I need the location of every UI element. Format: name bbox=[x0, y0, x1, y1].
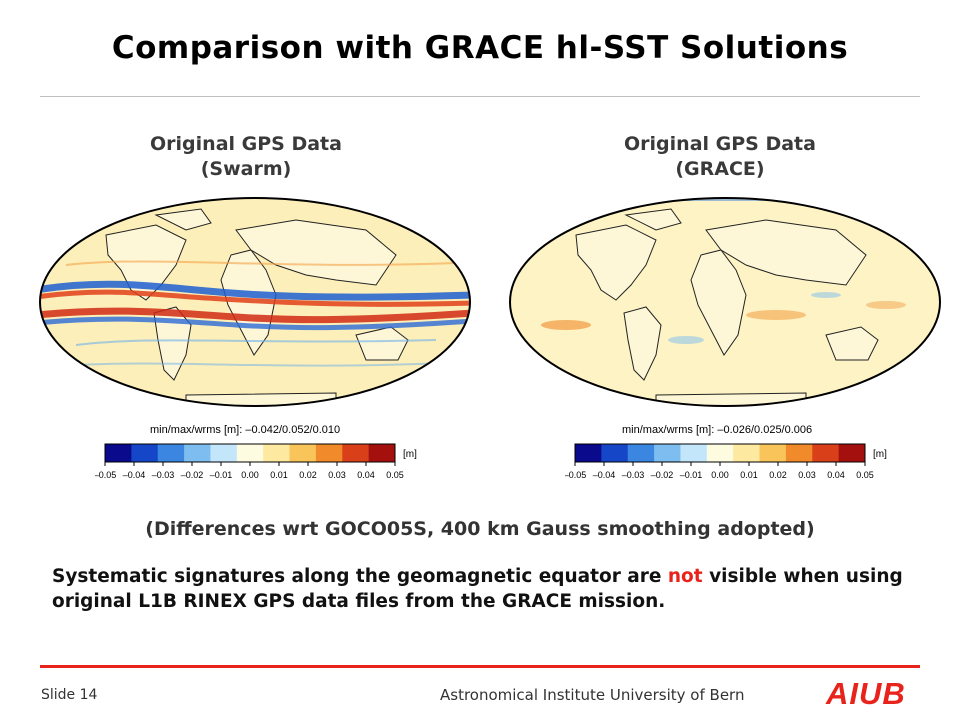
left-panel-label-line1: Original GPS Data bbox=[150, 133, 342, 155]
antarctica-outline bbox=[655, 392, 807, 406]
colorbar-tick-label: 0.00 bbox=[241, 470, 259, 480]
greenland-outline bbox=[154, 208, 212, 231]
grace-difference-map bbox=[509, 197, 941, 407]
colorbar-tick-label: –0.04 bbox=[593, 470, 616, 480]
colorbar-tick-label: –0.02 bbox=[181, 470, 204, 480]
body-text: Systematic signatures along the geomagne… bbox=[52, 564, 932, 614]
colorbar-segment bbox=[733, 444, 761, 462]
colorbar-segment bbox=[759, 444, 787, 462]
colorbar-segment bbox=[184, 444, 211, 462]
africa-outline bbox=[690, 249, 747, 356]
colorbar-tick-label: –0.01 bbox=[680, 470, 703, 480]
institute-name: Astronomical Institute University of Ber… bbox=[440, 686, 745, 704]
left-panel-label-line2: (Swarm) bbox=[200, 158, 292, 180]
colorbar-segment bbox=[368, 444, 396, 462]
colorbar-tick-label: –0.03 bbox=[622, 470, 645, 480]
colorbar-segment bbox=[785, 444, 813, 462]
colorbar-segment bbox=[838, 444, 866, 462]
colorbar-unit: [m] bbox=[403, 449, 417, 460]
colorbar-segment bbox=[315, 444, 343, 462]
body-text-part1: Systematic signatures along the geomagne… bbox=[52, 566, 668, 587]
right-colorbar: –0.05 –0.04 –0.03 –0.02 –0.01 0.00 0.01 0.02 0.0… bbox=[565, 443, 887, 480]
colorbar-tick-label: 0.04 bbox=[357, 470, 375, 480]
colorbar-segment bbox=[157, 444, 185, 462]
right-panel-label-line1: Original GPS Data bbox=[624, 133, 816, 155]
left-colorbar: –0.05 –0.04 –0.03 –0.02 –0.01 0.00 0.01 0.02 0.0… bbox=[95, 443, 417, 480]
left-panel-label: Original GPS Data (Swarm) bbox=[116, 132, 376, 182]
colorbar-tick-label: 0.02 bbox=[299, 470, 317, 480]
right-panel-label-line2: (GRACE) bbox=[675, 158, 765, 180]
colorbar-segment bbox=[706, 444, 734, 462]
slide-title: Comparison with GRACE hl-SST Solutions bbox=[111, 30, 849, 66]
colorbar-segment bbox=[601, 444, 629, 462]
right-panel-label: Original GPS Data (GRACE) bbox=[590, 132, 850, 182]
colorbar-segment bbox=[627, 444, 655, 462]
colorbar-segment bbox=[210, 444, 238, 462]
caption: (Differences wrt GOCO05S, 400 km Gauss s… bbox=[145, 518, 815, 540]
colorbar-tick-label: 0.04 bbox=[827, 470, 845, 480]
colorbar-segment bbox=[236, 444, 264, 462]
colorbar-tick-label: –0.01 bbox=[210, 470, 233, 480]
footer-divider bbox=[40, 665, 920, 668]
greenland-outline bbox=[624, 208, 682, 231]
colorbar-tick-label: 0.05 bbox=[856, 470, 874, 480]
colorbar-segment bbox=[680, 444, 708, 462]
colorbar-tick-label: 0.01 bbox=[270, 470, 288, 480]
right-stats: min/max/wrms [m]: –0.026/0.025/0.006 bbox=[622, 424, 813, 436]
south-america-outline bbox=[623, 306, 662, 381]
colorbar-segment bbox=[131, 444, 159, 462]
colorbar-unit: [m] bbox=[873, 449, 887, 460]
aiub-logo: AIUB bbox=[826, 676, 906, 711]
colorbar-segment bbox=[263, 444, 291, 462]
body-text-highlight: not bbox=[667, 566, 703, 587]
colorbar-segment bbox=[812, 444, 840, 462]
north-america-outline bbox=[575, 224, 657, 301]
eurasia-outline bbox=[705, 219, 867, 286]
colorbar-tick-label: –0.03 bbox=[152, 470, 175, 480]
colorbar-tick-label: –0.02 bbox=[651, 470, 674, 480]
colorbar-tick-label: 0.05 bbox=[386, 470, 404, 480]
colorbar-tick-label: –0.05 bbox=[565, 470, 586, 480]
colorbar-tick-label: –0.04 bbox=[123, 470, 146, 480]
left-stats: min/max/wrms [m]: –0.042/0.052/0.010 bbox=[150, 424, 341, 436]
colorbar-tick-label: 0.02 bbox=[769, 470, 787, 480]
colorbar-segment bbox=[342, 444, 370, 462]
australia-outline bbox=[825, 326, 879, 361]
eurasia-outline bbox=[235, 219, 397, 286]
colorbar-segment bbox=[105, 444, 132, 462]
colorbar-tick-label: 0.03 bbox=[328, 470, 346, 480]
antarctica-outline bbox=[185, 392, 337, 406]
colorbar-segment bbox=[654, 444, 681, 462]
swarm-difference-map bbox=[39, 197, 471, 407]
colorbar-tick-label: 0.03 bbox=[798, 470, 816, 480]
title-divider bbox=[40, 96, 920, 97]
colorbar-tick-label: –0.05 bbox=[95, 470, 116, 480]
colorbar-segment bbox=[575, 444, 602, 462]
body-text-part2: visible when using original L1B RINEX GP… bbox=[52, 566, 903, 612]
slide-number: Slide 14 bbox=[41, 687, 98, 703]
colorbar-segment bbox=[289, 444, 317, 462]
colorbar-tick-label: 0.00 bbox=[711, 470, 729, 480]
colorbar-tick-label: 0.01 bbox=[740, 470, 758, 480]
